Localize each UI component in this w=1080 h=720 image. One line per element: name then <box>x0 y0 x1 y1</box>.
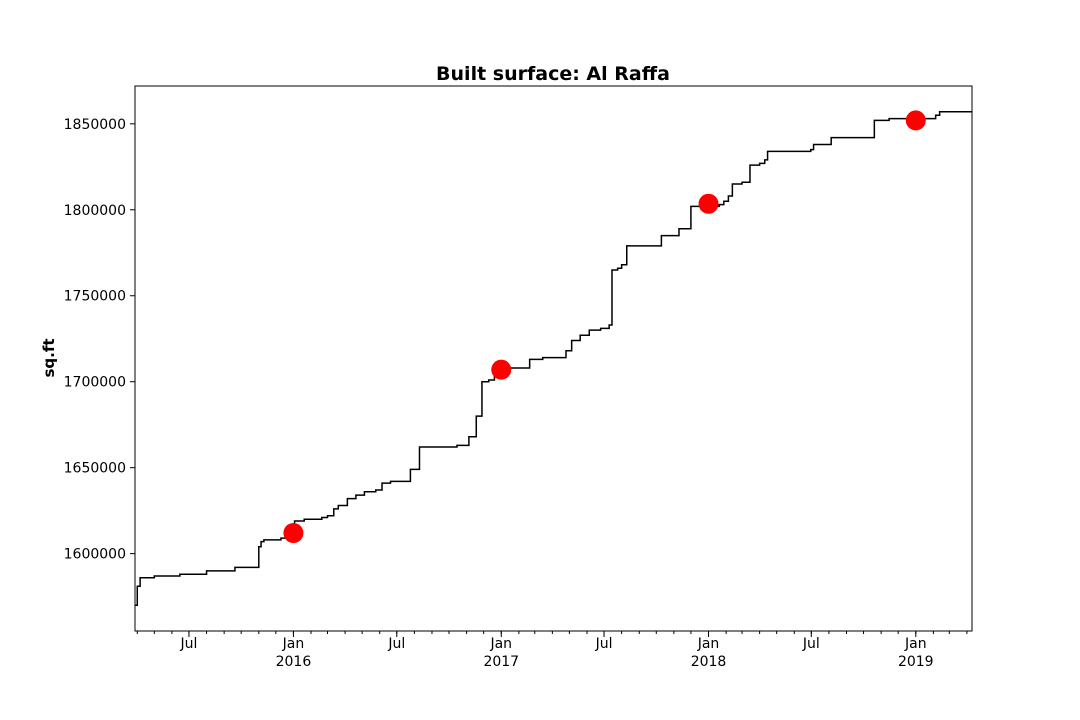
data-point-marker <box>905 110 926 131</box>
y-tick-label: 1850000 <box>64 117 126 133</box>
y-axis: 1600000 1650000 1700000 1750000 1800000 18500… <box>64 117 135 563</box>
y-tick-label: 1600000 <box>64 547 126 563</box>
x-tick-year-label: 2018 <box>691 654 727 670</box>
y-tick-label: 1700000 <box>64 375 126 391</box>
x-tick-label: Jan <box>904 636 927 652</box>
x-tick-label: Jan <box>282 636 305 652</box>
x-tick-label: Jul <box>595 636 613 652</box>
y-tick-label: 1650000 <box>64 461 126 477</box>
x-tick-label: Jan <box>489 636 512 652</box>
x-tick-year-label: 2019 <box>898 654 934 670</box>
x-tick-label: Jul <box>179 636 197 652</box>
y-axis-label: sq.ft <box>40 338 58 377</box>
series-step-line <box>135 111 972 606</box>
x-axis: Jul Jan 2016 Jul Jan 2017 Jul Jan 2018 Jul Jan 2019 <box>136 631 968 670</box>
y-tick-label: 1750000 <box>64 289 126 305</box>
x-tick-year-label: 2016 <box>276 654 312 670</box>
data-point-marker <box>283 523 304 544</box>
x-tick-label: Jul <box>802 636 820 652</box>
data-point-marker <box>491 359 512 380</box>
plot-frame <box>134 85 973 632</box>
plot-area <box>135 110 972 606</box>
chart-title: Built surface: Al Raffa <box>436 63 670 85</box>
x-tick-label: Jan <box>697 636 720 652</box>
x-tick-year-label: 2017 <box>483 654 519 670</box>
y-tick-label: 1800000 <box>64 203 126 219</box>
x-tick-label: Jul <box>387 636 405 652</box>
data-point-marker <box>698 193 719 214</box>
